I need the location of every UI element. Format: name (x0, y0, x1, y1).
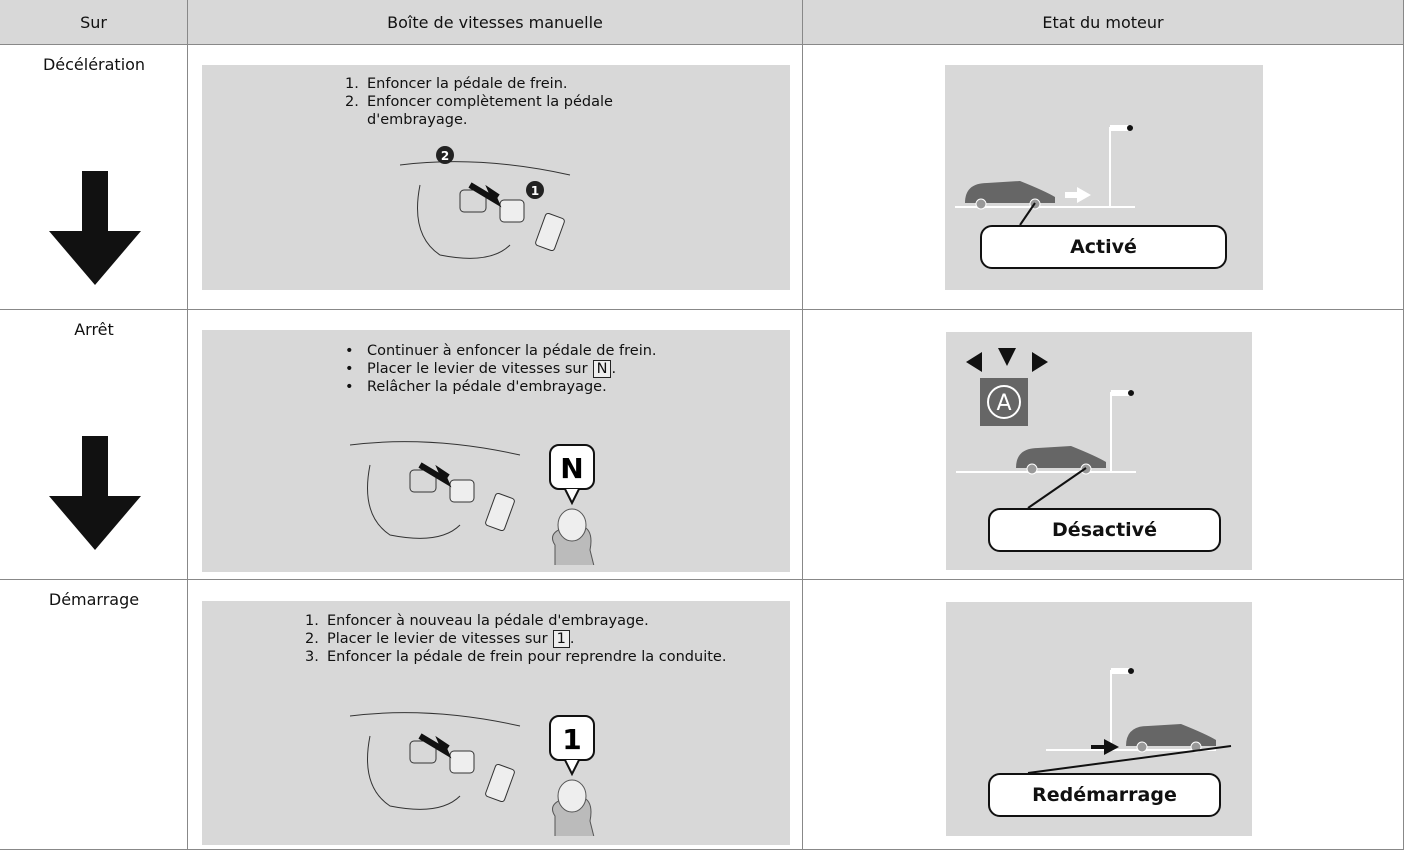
step: 1. Enfoncer la pédale de frein. (345, 75, 675, 93)
step-text: Enfoncer complètement la pédale d'embray… (367, 94, 613, 128)
step-text: Continuer à enfoncer la pédale de frein. (367, 342, 657, 360)
step-marker: 2. (305, 631, 319, 647)
row-cell (0, 580, 188, 850)
down-arrow (49, 436, 141, 550)
steps: 1. Enfoncer la pédale de frein. 2. Enfoncer… (345, 75, 675, 129)
step-text: Enfoncer la pédale de frein. (367, 76, 568, 92)
steps: 1. Enfoncer à nouveau la pédale d'embraya… (305, 612, 735, 666)
step-marker: • (345, 361, 354, 377)
step-text: Enfoncer à nouveau la pédale d'embrayage… (327, 613, 649, 629)
row-cell (0, 310, 188, 580)
step-text: Placer le levier de vitesses sur (367, 361, 588, 377)
step-marker: • (345, 343, 354, 359)
engine-status: Redémarrage (988, 773, 1221, 817)
key-label: N (592, 360, 612, 378)
step-end: . (611, 361, 617, 377)
row-cell (188, 310, 803, 580)
step-text: Continuer à enfoncer la pédale de frein. (367, 343, 657, 359)
illustration-panel (202, 601, 790, 845)
step-text: Relâcher la pédale d'embrayage. (367, 378, 607, 396)
step: • Continuer à enfoncer la pédale de frein… (345, 342, 765, 360)
pedal-illustration: N (350, 441, 595, 565)
auto-idle-icon: A (996, 391, 1011, 416)
state-illustration: A (956, 348, 1136, 509)
engine-status: Désactivé (988, 508, 1221, 552)
pedal-illustration: 1 (350, 712, 595, 836)
step-text: Placer le levier de vitesses sur (327, 631, 548, 647)
key-label: 1 (552, 630, 570, 648)
step-marker: • (345, 379, 354, 395)
step: • Placer le levier de vitesses sur N. (345, 360, 765, 378)
step: 1. Enfoncer à nouveau la pédale d'embraya… (305, 612, 735, 630)
step-text: Enfoncer la pédale de frein. (367, 75, 568, 93)
row-cell (188, 45, 803, 310)
step-marker: 1. (345, 76, 359, 92)
step-marker: 3. (305, 649, 319, 665)
step-text: Placer le levier de vitesses sur N. (367, 360, 616, 378)
state-illustration (955, 125, 1135, 226)
step: 2. Enfoncer complètement la pédale d'embr… (345, 93, 675, 129)
step-text: Relâcher la pédale d'embrayage. (367, 379, 607, 395)
engine-status: Activé (980, 225, 1227, 269)
column-header: Sur (0, 0, 188, 45)
stage-label: Démarrage (48, 590, 140, 609)
step-text: Enfoncer la pédale de frein pour reprend… (327, 649, 727, 665)
steps: • Continuer à enfoncer la pédale de frein… (345, 342, 765, 396)
step-marker: 1. (305, 613, 319, 629)
column-header: Boîte de vitesses manuelle (188, 0, 803, 45)
illustration-panel (202, 330, 790, 572)
step-text: Enfoncer complètement la pédale d'embray… (367, 93, 675, 129)
down-arrow (49, 171, 141, 285)
column-header: Etat du moteur (803, 0, 1404, 45)
gear-callout: 1 (562, 723, 581, 756)
illustration-panel (202, 65, 790, 290)
step: • Relâcher la pédale d'embrayage. (345, 378, 765, 396)
badge-label: 1 (531, 184, 539, 198)
step-end: . (569, 631, 575, 647)
step-text: Enfoncer la pédale de frein pour reprend… (327, 648, 726, 666)
step: 2. Placer le levier de vitesses sur 1. (305, 630, 735, 648)
step-marker: 2. (345, 94, 359, 110)
stage-label: Décélération (42, 55, 146, 74)
step-text: Enfoncer à nouveau la pédale d'embrayage… (327, 612, 649, 630)
state-illustration (1027, 668, 1232, 774)
gear-callout: N (560, 452, 583, 485)
badge-label: 2 (441, 149, 449, 163)
row-cell (0, 45, 188, 310)
pedal-illustration: 21 (400, 146, 571, 259)
step: 3. Enfoncer la pédale de frein pour repre… (305, 648, 735, 666)
step-text: Placer le levier de vitesses sur 1. (327, 630, 574, 648)
stage-label: Arrêt (74, 320, 114, 339)
